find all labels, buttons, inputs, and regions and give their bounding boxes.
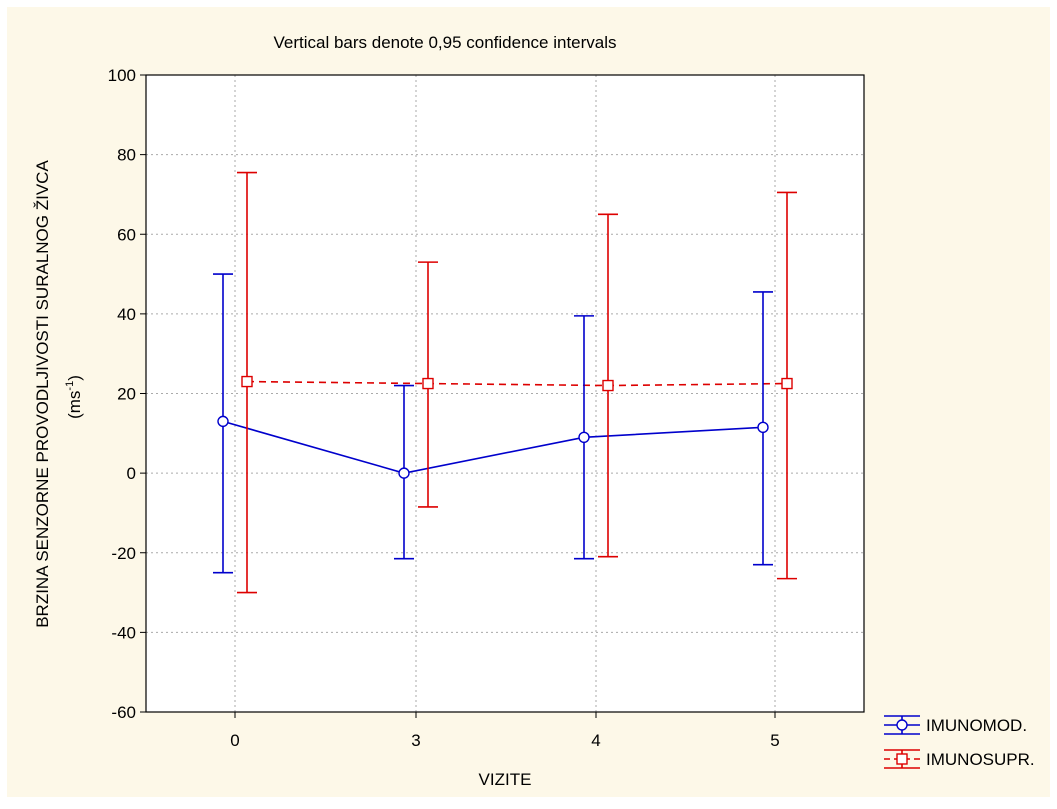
data-point-square <box>241 375 253 388</box>
y-unit-superscript: -1 <box>64 381 76 391</box>
y-tick-label: 60 <box>117 225 136 244</box>
y-tick-label: -20 <box>111 544 136 563</box>
y-unit-close: ) <box>65 375 84 381</box>
data-markers <box>217 375 793 479</box>
plot-area <box>146 75 864 712</box>
data-point-square <box>781 377 793 390</box>
legend-marker-square <box>896 753 908 765</box>
data-point-square <box>602 379 614 392</box>
x-axis-label: VIZITE <box>479 770 532 789</box>
x-tick-label: 4 <box>591 731 600 750</box>
series-line <box>222 420 764 474</box>
series-lines <box>222 380 788 474</box>
data-point-square <box>422 377 434 390</box>
y-tick-label: 100 <box>108 66 136 85</box>
y-tick-label: 0 <box>127 464 136 483</box>
grid-lines <box>146 75 864 712</box>
legend-label: IMUNOSUPR. <box>926 750 1035 769</box>
y-tick-label: 40 <box>117 305 136 324</box>
x-axis-ticks: 0 3 4 5 <box>230 712 780 750</box>
legend: IMUNOMOD. IMUNOSUPR. <box>884 715 1035 769</box>
data-point-circle <box>398 467 410 479</box>
y-axis-ticks: -60 -40 -20 0 20 40 60 80 100 <box>108 66 146 722</box>
data-point-circle <box>217 415 229 428</box>
y-unit-base: (ms <box>65 391 84 419</box>
y-tick-label: -60 <box>111 703 136 722</box>
x-tick-label: 0 <box>230 731 239 750</box>
chart-title: Vertical bars denote 0,95 confidence int… <box>273 33 616 52</box>
series-line <box>246 380 788 387</box>
x-tick-label: 5 <box>770 731 779 750</box>
y-tick-label: 80 <box>117 146 136 165</box>
data-point-circle <box>757 421 769 434</box>
y-tick-label: 20 <box>117 385 136 404</box>
plot-frame <box>145 74 865 713</box>
y-axis-label: BRZINA SENZORNE PROVODLJIVOSTI SURALNOG … <box>33 160 52 628</box>
data-point-circle <box>578 431 590 443</box>
legend-label: IMUNOMOD. <box>926 716 1027 735</box>
y-tick-label: -40 <box>111 623 136 642</box>
x-tick-label: 3 <box>411 731 420 750</box>
y-axis-unit: (ms-1) <box>64 375 84 419</box>
legend-marker-circle <box>896 719 908 731</box>
